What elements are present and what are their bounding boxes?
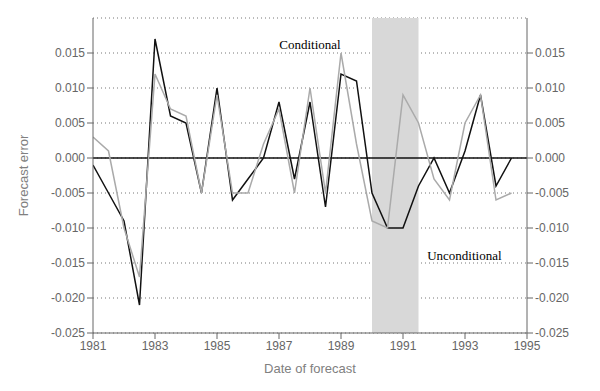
svg-text:0.000: 0.000 <box>535 151 565 165</box>
svg-text:-0.005: -0.005 <box>535 186 569 200</box>
svg-text:1985: 1985 <box>204 339 231 353</box>
svg-text:1991: 1991 <box>390 339 417 353</box>
svg-text:1989: 1989 <box>328 339 355 353</box>
svg-text:0.015: 0.015 <box>55 46 85 60</box>
svg-text:1981: 1981 <box>80 339 107 353</box>
svg-text:1987: 1987 <box>266 339 293 353</box>
svg-text:-0.010: -0.010 <box>51 221 85 235</box>
svg-text:0.005: 0.005 <box>535 116 565 130</box>
svg-text:0.010: 0.010 <box>535 81 565 95</box>
svg-text:1995: 1995 <box>514 339 541 353</box>
svg-text:-0.015: -0.015 <box>535 256 569 270</box>
svg-text:Forecast error: Forecast error <box>16 134 31 216</box>
svg-text:Date of forecast: Date of forecast <box>264 361 356 376</box>
svg-text:-0.020: -0.020 <box>51 291 85 305</box>
svg-text:0.000: 0.000 <box>55 151 85 165</box>
svg-text:1983: 1983 <box>142 339 169 353</box>
svg-text:0.015: 0.015 <box>535 46 565 60</box>
svg-text:-0.025: -0.025 <box>51 326 85 340</box>
svg-text:-0.005: -0.005 <box>51 186 85 200</box>
svg-text:-0.010: -0.010 <box>535 221 569 235</box>
svg-text:0.005: 0.005 <box>55 116 85 130</box>
html-text:Unconditional: Unconditional <box>427 247 502 263</box>
svg-text:-0.015: -0.015 <box>51 256 85 270</box>
svg-text:1993: 1993 <box>452 339 479 353</box>
svg-text:-0.020: -0.020 <box>535 291 569 305</box>
svg-text:0.010: 0.010 <box>55 81 85 95</box>
svg-text:-0.025: -0.025 <box>535 326 569 340</box>
html-text:Conditional: Conditional <box>279 36 341 52</box>
